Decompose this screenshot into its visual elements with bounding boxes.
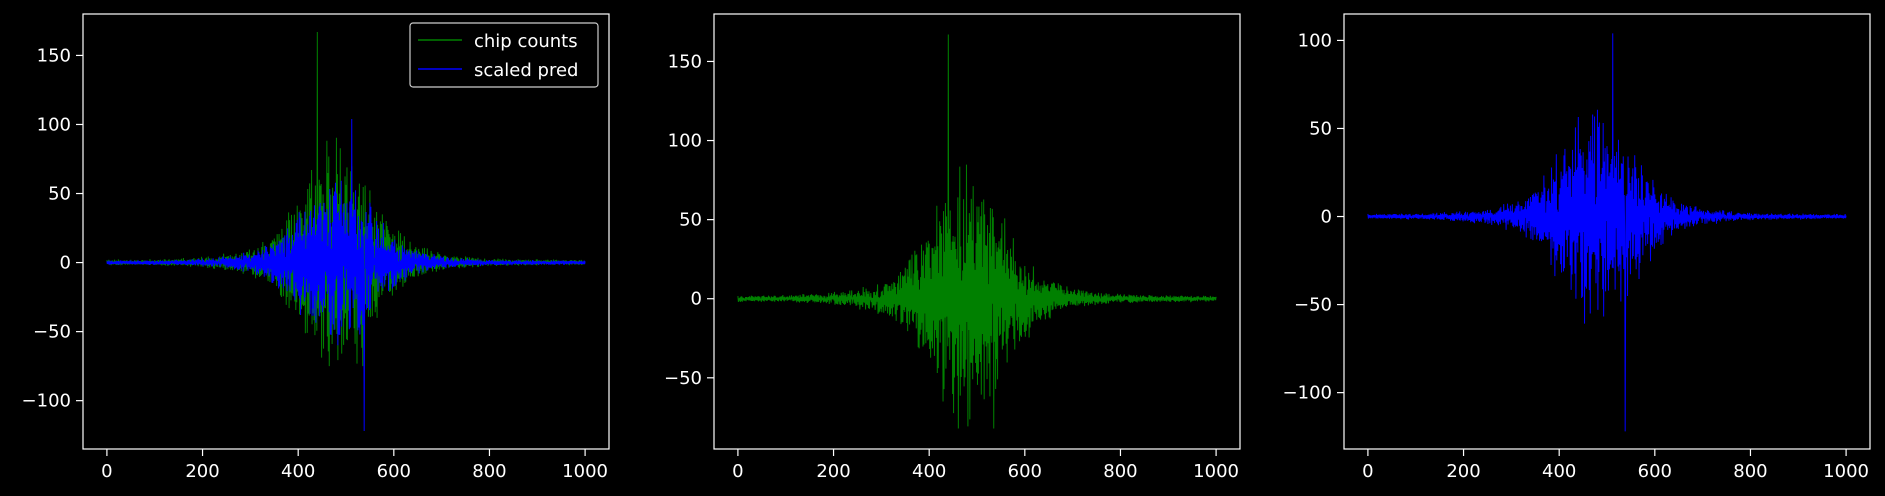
x-tick-label: 800 — [1733, 461, 1767, 482]
legend: chip counts scaled pred — [409, 22, 599, 88]
y-tick-label: 50 — [1309, 118, 1332, 139]
y-tick-label: 50 — [679, 210, 702, 231]
y-tick-label: 100 — [668, 131, 702, 152]
series-line-green — [737, 34, 1217, 429]
x-tick-label: 1000 — [1823, 461, 1869, 482]
y-tick-label: 100 — [1298, 30, 1332, 51]
axes-frame — [82, 13, 610, 450]
x-tick-label: 400 — [912, 461, 946, 482]
x-tick-label: 600 — [1638, 461, 1672, 482]
y-tick-label: 0 — [60, 253, 71, 274]
x-tick-label: 800 — [472, 461, 506, 482]
x-tick-label: 200 — [816, 461, 850, 482]
series-line-scaled-pred — [106, 118, 586, 432]
y-tick-label: 0 — [1321, 207, 1332, 228]
x-tick-label: 400 — [1542, 461, 1576, 482]
right-panel: 0 200 400 600 800 1000 −100 −50 0 50 100 — [1283, 13, 1871, 482]
middle-panel: 0 200 400 600 800 1000 −50 0 50 100 150 — [664, 13, 1241, 482]
y-tick-label: 150 — [37, 45, 71, 66]
y-tick-label: 50 — [48, 184, 71, 205]
y-tick-label: −100 — [22, 391, 71, 412]
y-tick-label: 0 — [691, 289, 702, 310]
y-tick-label: −100 — [1283, 383, 1332, 404]
y-tick-label: 100 — [37, 114, 71, 135]
y-tick-label: −50 — [33, 322, 71, 343]
x-tick-label: 600 — [377, 461, 411, 482]
x-tick-label: 400 — [281, 461, 315, 482]
x-tick-label: 800 — [1103, 461, 1137, 482]
y-tick-label: 150 — [668, 51, 702, 72]
legend-frame — [409, 22, 599, 88]
y-tick-label: −50 — [664, 368, 702, 389]
x-tick-label: 1000 — [562, 461, 608, 482]
x-tick-label: 200 — [1446, 461, 1480, 482]
x-tick-label: 200 — [185, 461, 219, 482]
axes-frame — [1343, 13, 1871, 450]
legend-label-scaled-pred: scaled pred — [474, 60, 578, 81]
left-panel: 0 200 400 600 800 1000 −100 −50 0 50 100 150 — [22, 13, 610, 482]
x-tick-label: 0 — [732, 461, 743, 482]
y-tick-label: −50 — [1294, 295, 1332, 316]
x-tick-label: 1000 — [1193, 461, 1239, 482]
axes-frame — [713, 13, 1241, 450]
x-tick-label: 0 — [101, 461, 112, 482]
series-line-blue — [1367, 33, 1847, 432]
x-tick-label: 600 — [1008, 461, 1042, 482]
legend-label-chip-counts: chip counts — [474, 31, 578, 52]
x-tick-label: 0 — [1362, 461, 1373, 482]
